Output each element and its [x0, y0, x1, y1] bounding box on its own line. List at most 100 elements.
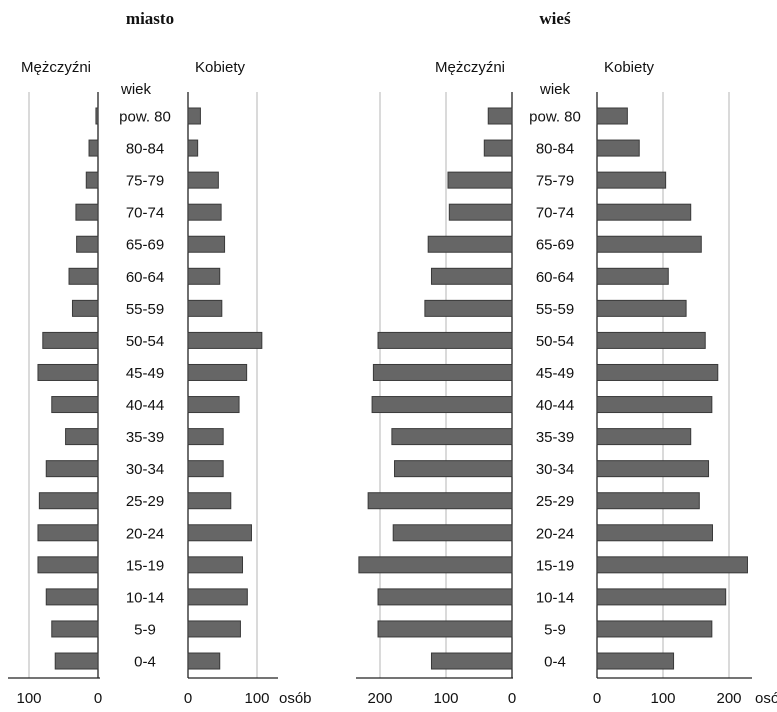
- female-bar: [187, 460, 224, 478]
- male-bar: [68, 267, 99, 285]
- age-group-label: 25-29: [536, 493, 574, 510]
- male-header: Mężczyźni: [21, 59, 91, 76]
- male-bar: [447, 171, 513, 189]
- age-group-label: 35-39: [126, 429, 164, 446]
- female-bar: [596, 107, 628, 125]
- female-header: Kobiety: [604, 59, 655, 76]
- male-bar: [358, 556, 513, 574]
- male-bar: [430, 652, 513, 670]
- female-bar: [187, 524, 252, 542]
- age-group-label: pow. 80: [529, 109, 581, 126]
- age-header: wiek: [539, 81, 571, 98]
- female-bar: [187, 267, 221, 285]
- female-bar: [596, 299, 687, 317]
- right-tick-label: 200: [716, 690, 741, 707]
- panel-title: wieś: [539, 9, 571, 28]
- female-bar: [596, 139, 640, 157]
- age-group-label: 15-19: [536, 557, 574, 574]
- age-group-label: 0-4: [134, 654, 156, 671]
- male-bar: [51, 396, 99, 414]
- panel-title: miasto: [126, 9, 174, 28]
- male-bar: [71, 299, 99, 317]
- male-bar: [45, 460, 99, 478]
- age-group-label: 75-79: [126, 173, 164, 190]
- female-bar: [187, 203, 222, 221]
- male-bar: [38, 492, 99, 510]
- age-group-label: 20-24: [536, 525, 574, 542]
- male-bar: [377, 588, 513, 606]
- female-bar: [187, 171, 219, 189]
- male-bar: [45, 588, 99, 606]
- age-group-label: 70-74: [536, 205, 574, 222]
- left-tick-label: 200: [367, 690, 392, 707]
- age-group-label: 75-79: [536, 173, 574, 190]
- left-tick-label: 0: [94, 690, 102, 707]
- female-bar: [187, 588, 248, 606]
- male-bar: [95, 107, 99, 125]
- male-bar: [85, 171, 99, 189]
- age-group-label: 50-54: [536, 333, 574, 350]
- age-group-label: 20-24: [126, 525, 164, 542]
- male-bar: [65, 428, 99, 446]
- age-group-label: 0-4: [544, 654, 566, 671]
- male-bar: [54, 652, 99, 670]
- male-header: Mężczyźni: [435, 59, 505, 76]
- male-bar: [76, 235, 99, 253]
- male-bar: [487, 107, 513, 125]
- age-group-label: 40-44: [536, 397, 574, 414]
- female-bar: [596, 331, 706, 349]
- age-group-label: 5-9: [134, 621, 156, 638]
- female-bar: [187, 139, 199, 157]
- left-tick-label: 100: [16, 690, 41, 707]
- male-bar: [427, 235, 513, 253]
- male-bar: [394, 460, 513, 478]
- age-group-label: 5-9: [544, 621, 566, 638]
- female-bar: [187, 235, 226, 253]
- female-bar: [596, 203, 692, 221]
- female-bar: [187, 652, 221, 670]
- female-bar: [187, 363, 248, 381]
- left-tick-label: 0: [508, 690, 516, 707]
- male-bar: [37, 363, 99, 381]
- age-group-label: 80-84: [126, 141, 164, 158]
- female-bar: [596, 396, 713, 414]
- right-tick-label: 0: [184, 690, 192, 707]
- male-bar: [88, 139, 99, 157]
- male-bar: [377, 620, 513, 638]
- male-bar: [424, 299, 513, 317]
- right-tick-label: 100: [650, 690, 675, 707]
- age-group-label: 10-14: [126, 589, 164, 606]
- age-group-label: 55-59: [126, 301, 164, 318]
- male-bar: [75, 203, 99, 221]
- miasto-panel: pow. 80 80-84 75-79 70-74 65-69 60-64 55-59 50-…: [8, 9, 312, 707]
- female-bar: [596, 428, 692, 446]
- age-group-label: 65-69: [126, 237, 164, 254]
- male-bar: [371, 396, 513, 414]
- male-bar: [42, 331, 99, 349]
- age-group-label: 10-14: [536, 589, 574, 606]
- female-bar: [187, 107, 201, 125]
- male-bar: [51, 620, 99, 638]
- male-bar: [392, 524, 513, 542]
- male-bar: [372, 363, 513, 381]
- female-bar: [187, 492, 232, 510]
- female-bar: [596, 524, 713, 542]
- female-bar: [596, 460, 710, 478]
- female-bar: [187, 396, 240, 414]
- age-group-label: 60-64: [536, 269, 574, 286]
- age-group-label: 50-54: [126, 333, 164, 350]
- age-group-label: 35-39: [536, 429, 574, 446]
- right-tick-label: 100: [244, 690, 269, 707]
- wies-panel: pow. 80 80-84 75-79 70-74 65-69 60-64 55-59 50-…: [356, 9, 777, 707]
- male-bar: [391, 428, 513, 446]
- male-bar: [430, 267, 513, 285]
- age-group-label: 30-34: [536, 461, 574, 478]
- female-bar: [596, 620, 713, 638]
- right-tick-label: 0: [593, 690, 601, 707]
- age-group-label: 45-49: [126, 365, 164, 382]
- female-header: Kobiety: [195, 59, 246, 76]
- female-bar: [596, 588, 727, 606]
- female-bar: [596, 492, 700, 510]
- female-bar: [596, 267, 669, 285]
